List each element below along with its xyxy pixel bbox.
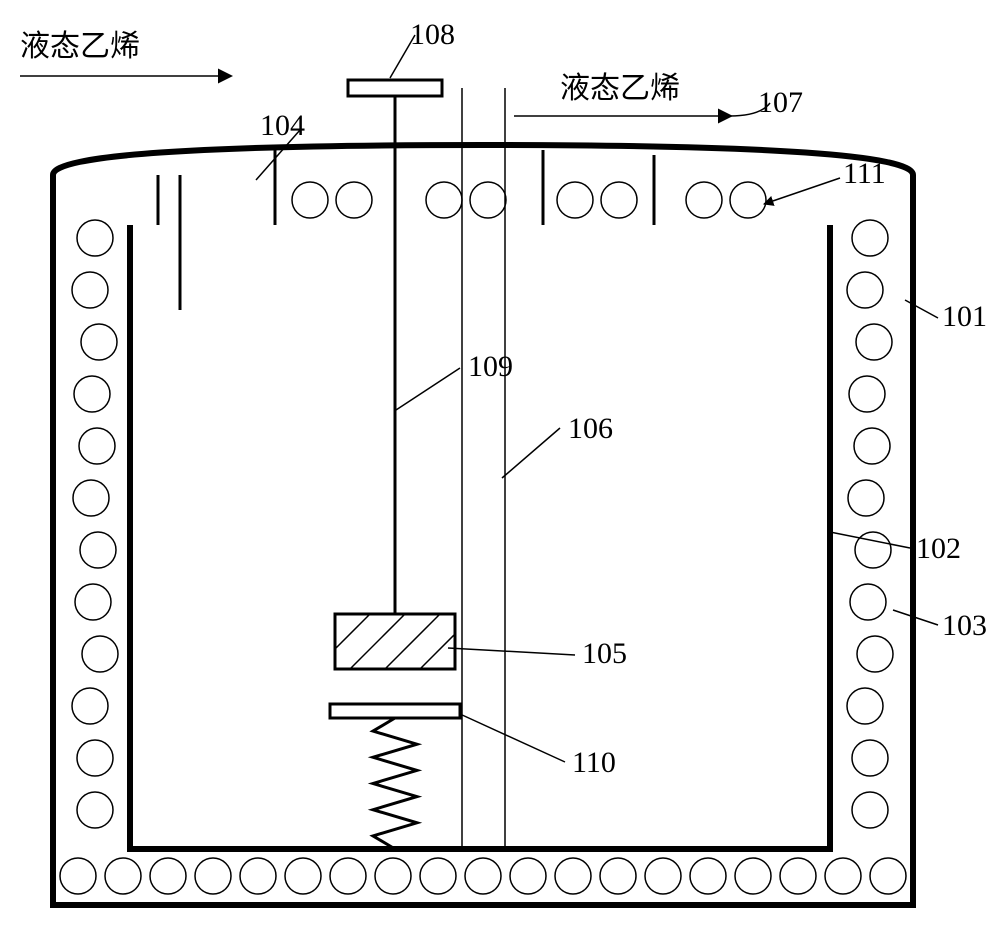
leader-106 xyxy=(502,428,560,478)
bead xyxy=(79,428,115,464)
leader-101 xyxy=(905,300,938,318)
bead xyxy=(852,740,888,776)
bead xyxy=(686,182,722,218)
bead xyxy=(292,182,328,218)
bead xyxy=(555,858,591,894)
callout-107: 107 xyxy=(758,86,803,119)
bead xyxy=(645,858,681,894)
bead xyxy=(849,376,885,412)
inlet-label: 液态乙烯 xyxy=(20,30,140,63)
bead xyxy=(82,636,118,672)
bead xyxy=(856,324,892,360)
bead xyxy=(848,480,884,516)
bead xyxy=(857,636,893,672)
bead xyxy=(72,688,108,724)
bead xyxy=(77,220,113,256)
bead xyxy=(690,858,726,894)
bead xyxy=(870,858,906,894)
bead xyxy=(74,376,110,412)
bead xyxy=(557,182,593,218)
bead xyxy=(735,858,771,894)
bead xyxy=(852,220,888,256)
bead xyxy=(77,740,113,776)
bead xyxy=(285,858,321,894)
leader-102 xyxy=(830,532,910,548)
bead xyxy=(195,858,231,894)
bead xyxy=(780,858,816,894)
bead xyxy=(240,858,276,894)
callout-104: 104 xyxy=(260,109,305,142)
bead xyxy=(850,584,886,620)
bead xyxy=(847,272,883,308)
spring xyxy=(373,718,417,849)
leader-110 xyxy=(460,714,565,762)
bead xyxy=(81,324,117,360)
outlet-label: 液态乙烯 xyxy=(560,72,680,105)
callout-111: 111 xyxy=(843,157,886,190)
bead xyxy=(465,858,501,894)
callout-110: 110 xyxy=(572,746,616,779)
callout-108: 108 xyxy=(410,18,455,51)
hatched-block xyxy=(335,614,455,669)
bead xyxy=(854,428,890,464)
bead xyxy=(75,584,111,620)
bead xyxy=(420,858,456,894)
bead xyxy=(825,858,861,894)
bead xyxy=(730,182,766,218)
top-knob xyxy=(348,80,442,96)
bead xyxy=(470,182,506,218)
bottom-plate xyxy=(330,704,460,718)
bead xyxy=(601,182,637,218)
bead xyxy=(105,858,141,894)
leader-111 xyxy=(764,178,840,204)
bead xyxy=(600,858,636,894)
bead xyxy=(426,182,462,218)
bead xyxy=(72,272,108,308)
callout-109: 109 xyxy=(468,350,513,383)
callout-101: 101 xyxy=(942,300,987,333)
bead xyxy=(375,858,411,894)
callout-106: 106 xyxy=(568,412,613,445)
callout-105: 105 xyxy=(582,637,627,670)
bead xyxy=(150,858,186,894)
bead xyxy=(80,532,116,568)
callout-103: 103 xyxy=(942,609,987,642)
bead xyxy=(73,480,109,516)
bead xyxy=(60,858,96,894)
leader-109 xyxy=(396,368,460,410)
leader-108 xyxy=(390,35,415,78)
inner-container xyxy=(130,225,830,849)
callout-102: 102 xyxy=(916,532,961,565)
bead xyxy=(330,858,366,894)
bead xyxy=(847,688,883,724)
bead xyxy=(852,792,888,828)
bead xyxy=(77,792,113,828)
bead xyxy=(510,858,546,894)
outer-vessel xyxy=(53,145,913,905)
bead xyxy=(336,182,372,218)
leader-105 xyxy=(448,648,575,655)
